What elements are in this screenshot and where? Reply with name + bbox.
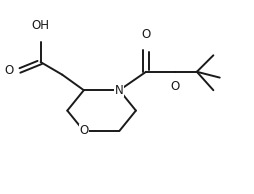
Text: O: O xyxy=(171,80,180,93)
Text: O: O xyxy=(5,64,14,77)
Text: N: N xyxy=(115,84,124,97)
Text: O: O xyxy=(79,124,88,138)
Text: O: O xyxy=(141,28,151,41)
Text: OH: OH xyxy=(32,19,50,32)
